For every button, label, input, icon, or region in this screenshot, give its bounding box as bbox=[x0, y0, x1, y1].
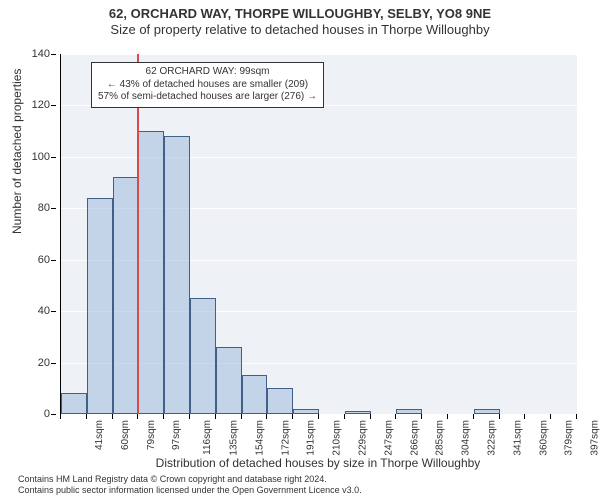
y-tick-mark bbox=[51, 260, 56, 261]
x-tick-label: 97sqm bbox=[171, 420, 182, 450]
histogram-bar bbox=[216, 347, 242, 414]
y-tick-mark bbox=[51, 157, 56, 158]
y-tick-mark bbox=[51, 54, 56, 55]
y-tick-mark bbox=[51, 414, 56, 415]
x-tick-label: 79sqm bbox=[146, 420, 157, 450]
y-tick-mark bbox=[51, 208, 56, 209]
x-tick-label: 41sqm bbox=[94, 420, 105, 450]
histogram-bar bbox=[61, 393, 87, 414]
x-tick-label: 60sqm bbox=[120, 420, 131, 450]
x-tick-label: 210sqm bbox=[332, 420, 343, 456]
x-tick-mark bbox=[447, 414, 448, 419]
histogram-bar bbox=[113, 177, 139, 414]
x-tick-mark bbox=[137, 414, 138, 419]
x-tick-label: 135sqm bbox=[229, 420, 240, 456]
x-tick-label: 154sqm bbox=[254, 420, 265, 456]
y-tick-label: 0 bbox=[44, 408, 50, 420]
y-tick-label: 20 bbox=[38, 357, 50, 369]
x-tick-mark bbox=[499, 414, 500, 419]
x-tick-mark bbox=[215, 414, 216, 419]
footer-line: Contains public sector information licen… bbox=[18, 485, 362, 496]
title-line-2: Size of property relative to detached ho… bbox=[0, 22, 600, 37]
histogram-bar bbox=[138, 131, 164, 414]
annotation-box: 62 ORCHARD WAY: 99sqm ← 43% of detached … bbox=[91, 62, 324, 108]
x-tick-label: 360sqm bbox=[538, 420, 549, 456]
x-tick-mark bbox=[318, 414, 319, 419]
footer: Contains HM Land Registry data © Crown c… bbox=[18, 474, 362, 497]
x-tick-label: 397sqm bbox=[590, 420, 600, 456]
property-marker-line bbox=[137, 54, 139, 414]
x-tick-mark bbox=[370, 414, 371, 419]
y-tick-label: 80 bbox=[38, 202, 50, 214]
x-tick-mark bbox=[112, 414, 113, 419]
annotation-line: 62 ORCHARD WAY: 99sqm bbox=[98, 66, 317, 79]
histogram-bar bbox=[190, 298, 216, 414]
x-tick-mark bbox=[550, 414, 551, 419]
x-tick-mark bbox=[60, 414, 61, 419]
x-tick-mark bbox=[473, 414, 474, 419]
x-tick-label: 304sqm bbox=[461, 420, 472, 456]
x-tick-mark bbox=[86, 414, 87, 419]
y-tick-label: 60 bbox=[38, 254, 50, 266]
x-tick-label: 379sqm bbox=[564, 420, 575, 456]
title-block: 62, ORCHARD WAY, THORPE WILLOUGHBY, SELB… bbox=[0, 0, 600, 37]
x-tick-mark bbox=[292, 414, 293, 419]
y-tick-label: 120 bbox=[32, 99, 50, 111]
x-tick-mark bbox=[163, 414, 164, 419]
y-tick-label: 40 bbox=[38, 305, 50, 317]
x-tick-mark bbox=[421, 414, 422, 419]
x-tick-mark bbox=[241, 414, 242, 419]
x-tick-label: 266sqm bbox=[409, 420, 420, 456]
title-line-1: 62, ORCHARD WAY, THORPE WILLOUGHBY, SELB… bbox=[0, 6, 600, 21]
x-tick-label: 116sqm bbox=[202, 420, 213, 455]
x-tick-label: 285sqm bbox=[435, 420, 446, 456]
x-tick-mark bbox=[395, 414, 396, 419]
x-tick-label: 172sqm bbox=[280, 420, 291, 456]
y-ticks: 020406080100120140 bbox=[0, 54, 56, 414]
y-tick-mark bbox=[51, 105, 56, 106]
x-tick-mark bbox=[344, 414, 345, 419]
figure-root: 62, ORCHARD WAY, THORPE WILLOUGHBY, SELB… bbox=[0, 0, 600, 500]
x-tick-mark bbox=[524, 414, 525, 419]
footer-line: Contains HM Land Registry data © Crown c… bbox=[18, 474, 362, 485]
annotation-line: ← 43% of detached houses are smaller (20… bbox=[98, 79, 317, 92]
plot-area: 62 ORCHARD WAY: 99sqm ← 43% of detached … bbox=[60, 54, 577, 415]
y-tick-mark bbox=[51, 311, 56, 312]
y-tick-mark bbox=[51, 363, 56, 364]
x-tick-label: 341sqm bbox=[512, 420, 523, 456]
histogram-bar bbox=[267, 388, 293, 414]
x-tick-label: 322sqm bbox=[487, 420, 498, 456]
x-tick-label: 247sqm bbox=[383, 420, 394, 456]
x-tick-mark bbox=[266, 414, 267, 419]
histogram-bar bbox=[87, 198, 113, 414]
annotation-line: 57% of semi-detached houses are larger (… bbox=[98, 91, 317, 104]
x-tick-mark bbox=[576, 414, 577, 419]
y-tick-label: 100 bbox=[32, 151, 50, 163]
histogram-bar bbox=[164, 136, 190, 414]
y-tick-label: 140 bbox=[32, 48, 50, 60]
x-tick-label: 229sqm bbox=[358, 420, 369, 456]
x-axis-label: Distribution of detached houses by size … bbox=[60, 456, 576, 470]
histogram-bar bbox=[242, 375, 268, 414]
x-tick-mark bbox=[189, 414, 190, 419]
x-ticks: 41sqm 60sqm 79sqm 97sqm 116sqm 135sqm 154sqm 17… bbox=[60, 414, 576, 462]
x-tick-label: 191sqm bbox=[306, 420, 317, 456]
